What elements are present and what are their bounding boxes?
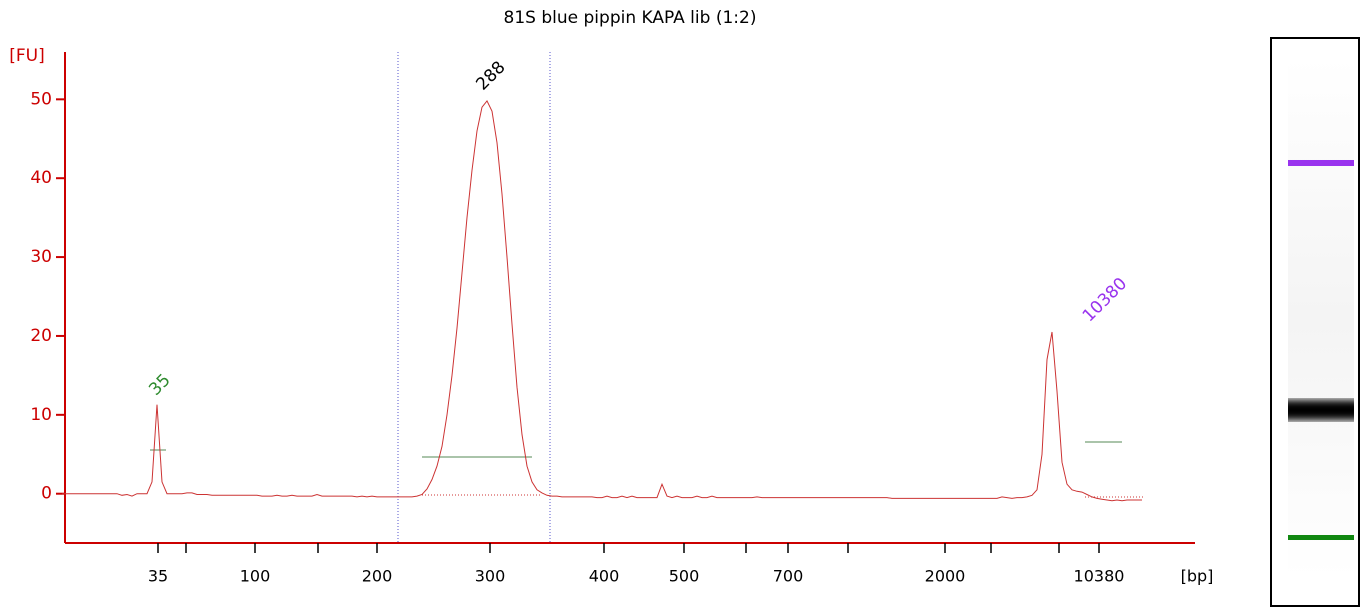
x-axis-label: [bp] <box>1181 567 1214 586</box>
x-tick-label: 400 <box>589 567 620 586</box>
x-tick-label: 35 <box>148 567 168 586</box>
trace <box>62 99 1142 502</box>
y-tick-label: 20 <box>30 326 52 346</box>
x-tick-label: 100 <box>240 567 271 586</box>
gel-band <box>1288 400 1354 420</box>
x-tick-label: 700 <box>773 567 804 586</box>
x-tick-label: 500 <box>669 567 700 586</box>
y-tick-label: 30 <box>30 247 52 267</box>
peak-label: 288 <box>472 57 509 94</box>
peak-label: 10380 <box>1079 274 1131 326</box>
y-tick-label: 0 <box>41 484 52 504</box>
y-tick-label: 40 <box>30 168 52 188</box>
chart-title: 81S blue pippin KAPA lib (1:2) <box>504 8 757 28</box>
gel-band <box>1288 535 1354 540</box>
y-axis-label: [FU] <box>9 46 45 66</box>
x-tick-label: 200 <box>362 567 393 586</box>
peak-label: 35 <box>145 370 174 399</box>
gel-background <box>1288 58 1354 578</box>
gel-band <box>1288 160 1354 166</box>
gel-lane <box>1270 37 1360 607</box>
x-tick-label: 10380 <box>1074 567 1125 586</box>
y-tick-label: 10 <box>30 405 52 425</box>
y-tick-label: 50 <box>30 89 52 109</box>
x-tick-label: 300 <box>475 567 506 586</box>
x-tick-label: 2000 <box>925 567 966 586</box>
